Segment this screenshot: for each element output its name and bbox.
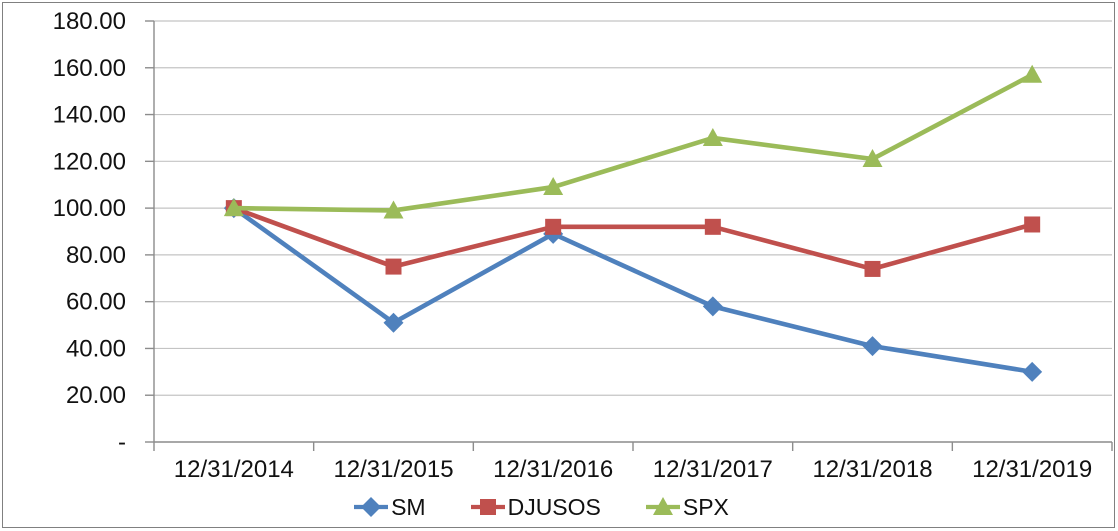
series-line-spx — [231, 72, 1035, 213]
legend-item-djusos: DJUSOS — [470, 493, 601, 520]
legend-marker-triangle-icon — [645, 497, 680, 515]
marker-sm-1 — [383, 312, 404, 333]
y-axis-label: 180.00 — [53, 8, 126, 35]
marker-djusos-3 — [704, 218, 721, 235]
marker-djusos-4 — [864, 260, 881, 277]
marker-djusos-5 — [1024, 216, 1041, 233]
marker-spx-2 — [543, 177, 564, 196]
series-line-sm — [231, 205, 1035, 375]
legend-item-spx: SPX — [645, 493, 729, 520]
marker-sm-3 — [702, 296, 723, 317]
marker-spx-1 — [383, 200, 404, 219]
y-axis-label: 80.00 — [66, 242, 126, 269]
y-axis-label: - — [118, 429, 126, 456]
y-axis-label: 140.00 — [53, 102, 126, 129]
y-axis-label: 20.00 — [66, 382, 126, 409]
marker-djusos-2 — [545, 218, 562, 235]
y-axis-label: 60.00 — [66, 289, 126, 316]
marker-spx-4 — [862, 148, 883, 167]
y-axis-label: 160.00 — [53, 55, 126, 82]
marker-spx-5 — [1022, 64, 1043, 83]
legend-item-sm: SM — [353, 493, 426, 520]
x-axis-label: 12/31/2015 — [333, 456, 453, 483]
y-axis-label: 40.00 — [66, 335, 126, 362]
y-axis-label: 100.00 — [53, 195, 126, 222]
legend-marker-square-icon — [470, 499, 505, 515]
marker-djusos-1 — [385, 258, 402, 275]
marker-sm-4 — [862, 336, 883, 357]
legend-label-spx: SPX — [682, 493, 729, 520]
x-axis-label: 12/31/2016 — [493, 456, 613, 483]
marker-spx-3 — [702, 127, 723, 146]
y-axis-label: 120.00 — [53, 148, 126, 175]
legend-label-sm: SM — [391, 493, 426, 520]
legend: SM DJUSOS SPX — [0, 489, 1100, 525]
marker-spx-0 — [223, 198, 244, 217]
series-line-djusos — [231, 205, 1035, 272]
x-axis-label: 12/31/2018 — [812, 456, 932, 483]
x-axis-label: 12/31/2017 — [653, 456, 773, 483]
legend-label-djusos: DJUSOS — [507, 493, 601, 520]
x-axis-label: 12/31/2019 — [972, 456, 1092, 483]
x-axis-label: 12/31/2014 — [174, 456, 294, 483]
marker-sm-5 — [1022, 361, 1043, 382]
legend-marker-diamond-icon — [354, 497, 389, 517]
